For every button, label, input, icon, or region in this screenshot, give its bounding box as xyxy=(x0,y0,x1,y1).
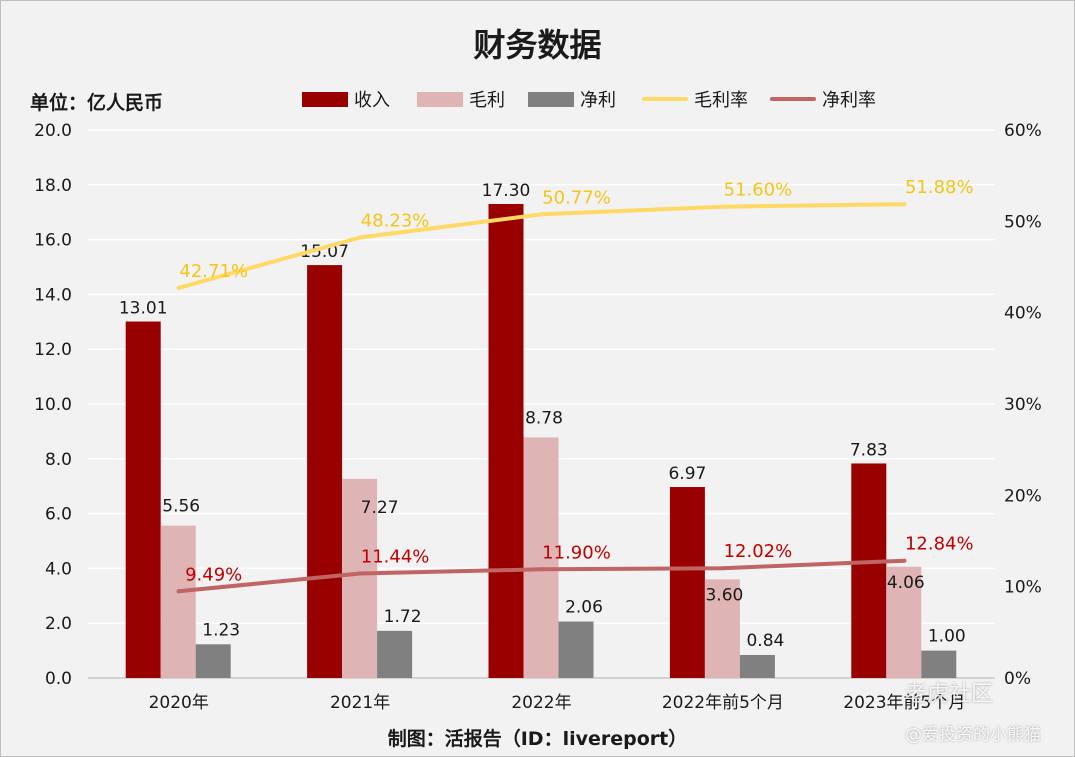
data-label-revenue: 6.97 xyxy=(668,464,706,484)
y-axis-right-tick: 40% xyxy=(1004,304,1042,324)
y-axis-left-tick: 16.0 xyxy=(34,231,72,251)
legend-gross-profit-swatch xyxy=(417,91,463,107)
data-label-gross-margin: 42.71% xyxy=(179,261,248,282)
point-gross-margin xyxy=(902,202,907,207)
data-label-net-profit: 1.00 xyxy=(928,627,966,647)
data-label-gross-profit: 3.60 xyxy=(705,585,743,605)
data-label-net-profit: 2.06 xyxy=(565,598,603,618)
bar-net-profit xyxy=(558,621,594,678)
data-label-gross-profit: 8.78 xyxy=(525,408,563,428)
point-net-margin xyxy=(176,589,181,594)
bar-net-profit xyxy=(195,644,231,678)
bar-gross-profit xyxy=(886,566,922,678)
y-axis-left-tick: 2.0 xyxy=(45,614,72,634)
y-axis-left-tick: 18.0 xyxy=(34,176,72,196)
legend-net-profit-swatch xyxy=(528,91,574,107)
y-axis-left-tick: 0.0 xyxy=(45,669,72,689)
data-label-net-profit: 1.23 xyxy=(202,620,240,640)
data-label-gross-margin: 51.60% xyxy=(724,180,793,201)
point-gross-margin xyxy=(720,204,725,209)
bar-revenue xyxy=(488,203,524,679)
point-gross-margin xyxy=(358,235,363,240)
y-axis-left-tick: 12.0 xyxy=(34,340,72,360)
point-net-margin xyxy=(358,571,363,576)
legend-gross-profit: 毛利 xyxy=(417,88,505,111)
y-axis-right-tick: 50% xyxy=(1004,212,1042,232)
data-label-net-margin: 12.84% xyxy=(905,534,974,555)
y-axis-right-tick: 60% xyxy=(1004,121,1042,141)
data-label-net-profit: 0.84 xyxy=(746,631,784,651)
x-axis-tick: 2021年 xyxy=(330,693,390,713)
data-label-net-margin: 9.49% xyxy=(185,564,242,585)
y-axis-left-tick: 4.0 xyxy=(45,559,72,579)
legend-gross-margin-label: 毛利率 xyxy=(694,90,748,111)
data-label-gross-profit: 7.27 xyxy=(361,498,399,518)
y-axis-left-tick: 20.0 xyxy=(34,121,72,141)
bar-revenue xyxy=(307,265,343,678)
legend-net-margin: 净利率 xyxy=(770,88,876,111)
data-label-gross-profit: 5.56 xyxy=(162,497,200,517)
legend-gross-profit-label: 毛利 xyxy=(469,90,505,111)
y-axis-right-tick: 20% xyxy=(1004,486,1042,506)
data-label-gross-margin: 48.23% xyxy=(361,210,430,231)
legend-revenue-swatch xyxy=(302,91,348,107)
data-label-revenue: 17.30 xyxy=(482,181,531,201)
x-axis-tick: 2020年 xyxy=(149,693,209,713)
data-label-revenue: 15.07 xyxy=(300,242,349,262)
point-gross-margin xyxy=(176,285,181,290)
data-label-net-margin: 11.90% xyxy=(542,542,611,563)
chart-footer: 制图：活报告（ID：livereport） xyxy=(387,728,688,750)
y-axis-right-tick: 30% xyxy=(1004,395,1042,415)
point-gross-margin xyxy=(539,212,544,217)
bar-revenue xyxy=(125,321,161,678)
bar-revenue xyxy=(669,487,705,678)
bar-net-profit xyxy=(739,654,775,678)
watermark-author: @爱投资的小熊猫 xyxy=(905,725,1041,745)
point-net-margin xyxy=(720,566,725,571)
bar-net-profit xyxy=(921,650,957,678)
legend-gross-margin: 毛利率 xyxy=(642,88,748,111)
legend-revenue-label: 收入 xyxy=(354,90,390,111)
x-axis-tick: 2022年 xyxy=(511,693,571,713)
y-axis-left-tick: 14.0 xyxy=(34,285,72,305)
data-label-gross-margin: 50.77% xyxy=(542,187,611,208)
legend-net-profit-label: 净利 xyxy=(580,90,616,111)
y-axis-right-tick: 10% xyxy=(1004,578,1042,598)
point-net-margin xyxy=(539,567,544,572)
bar-gross-profit xyxy=(704,579,740,678)
watermark-community: 老虎社区 xyxy=(905,682,994,707)
legend-gross-margin-line xyxy=(642,97,688,101)
bar-revenue xyxy=(851,463,887,678)
data-label-revenue: 13.01 xyxy=(119,299,168,319)
legend-revenue: 收入 xyxy=(302,88,390,111)
unit-label: 单位：亿人民币 xyxy=(30,92,164,114)
line-gross-margin xyxy=(176,202,907,290)
legend-net-margin-line xyxy=(770,97,816,101)
bar-gross-profit xyxy=(523,437,559,678)
bar-gross-profit xyxy=(160,525,196,678)
legend-net-margin-label: 净利率 xyxy=(822,90,876,111)
x-axis-tick: 2023年前5个月 xyxy=(843,693,965,713)
y-axis-left-tick: 6.0 xyxy=(45,505,72,525)
legend-net-profit: 净利 xyxy=(528,88,616,111)
data-label-net-profit: 1.72 xyxy=(384,607,422,627)
point-net-margin xyxy=(902,558,907,563)
data-label-gross-profit: 4.06 xyxy=(887,573,925,593)
y-axis-right-tick: 0% xyxy=(1004,669,1031,689)
chart-title: 财务数据 xyxy=(473,26,602,64)
bar-net-profit xyxy=(377,630,413,678)
data-label-net-margin: 12.02% xyxy=(724,541,793,562)
data-label-gross-margin: 51.88% xyxy=(905,177,974,198)
y-axis-left-tick: 8.0 xyxy=(45,450,72,470)
data-label-net-margin: 11.44% xyxy=(361,547,430,568)
x-axis-tick: 2022年前5个月 xyxy=(662,693,784,713)
y-axis-left-tick: 10.0 xyxy=(34,395,72,415)
data-label-revenue: 7.83 xyxy=(850,440,888,460)
bar-gross-profit xyxy=(342,478,378,678)
